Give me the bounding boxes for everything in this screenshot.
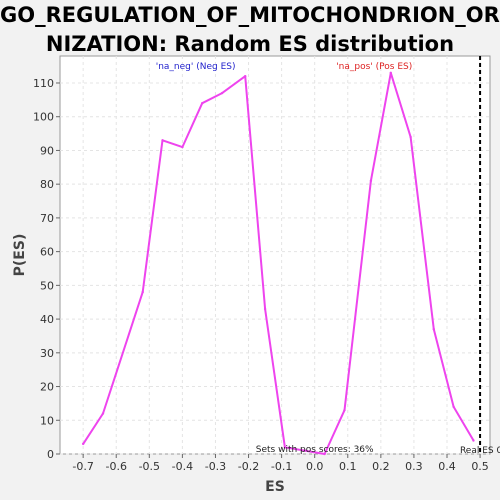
y-tick-label: 90 <box>40 144 54 157</box>
es-data-point <box>141 290 144 294</box>
legend-pos-es: 'na_pos' (Pos ES) <box>336 62 412 72</box>
real-es-label: Real ES 0 <box>460 446 500 456</box>
es-data-point <box>409 135 412 139</box>
es-data-point <box>452 405 455 408</box>
x-axis: -0.7 -0.6 -0.5 -0.4 -0.3 -0.2 -0.1 0.0 0.1 0.2 0.3… <box>72 454 489 473</box>
y-tick-label: 40 <box>40 313 54 326</box>
es-data-point <box>343 408 346 412</box>
plot-area <box>59 55 491 455</box>
chart-title-line-1: GO_REGULATION_OF_MITOCHONDRION_ORGA <box>0 3 500 27</box>
x-tick-label: 0.4 <box>438 460 456 473</box>
x-tick-label: 0.0 <box>306 460 324 473</box>
series-layer <box>81 71 475 456</box>
x-tick-label: 0.5 <box>471 460 489 473</box>
x-tick-label: -0.3 <box>205 460 226 473</box>
es-data-point <box>101 412 105 415</box>
x-tick-label: -0.5 <box>139 460 160 473</box>
x-tick-label: 0.2 <box>372 460 390 473</box>
y-tick-label: 10 <box>40 414 54 427</box>
es-data-point <box>303 449 306 452</box>
es-data-point <box>81 442 85 446</box>
x-tick-label: -0.1 <box>271 460 292 473</box>
es-data-point <box>161 139 164 142</box>
y-tick-label: 0 <box>47 448 54 461</box>
es-data-point <box>432 328 435 331</box>
es-data-point <box>283 446 287 449</box>
y-axis: 0 10 20 30 40 50 60 70 80 90 100 110 <box>33 77 60 461</box>
x-tick-label: -0.2 <box>238 460 259 473</box>
es-data-point <box>201 102 204 105</box>
y-tick-label: 80 <box>40 178 54 191</box>
y-tick-label: 100 <box>33 111 54 124</box>
es-data-point <box>181 145 184 149</box>
x-tick-label: -0.7 <box>72 460 93 473</box>
es-data-point <box>369 179 373 182</box>
chart-title-line-2: NIZATION: Random ES distribution <box>45 32 455 56</box>
chart-title: GO_REGULATION_OF_MITOCHONDRION_ORGA NIZA… <box>0 1 500 59</box>
y-axis-label: P(ES) <box>12 234 28 277</box>
es-data-point <box>220 91 224 95</box>
annotations: Real ES 0 'na_neg' (Neg ES) 'na_pos' (Pos … <box>156 56 500 456</box>
x-tick-label: 0.1 <box>339 460 357 473</box>
x-tick-label: 0.3 <box>405 460 423 473</box>
legend-neg-es: 'na_neg' (Neg ES) <box>156 62 236 72</box>
y-tick-label: 30 <box>40 347 54 360</box>
y-tick-label: 70 <box>40 212 54 225</box>
y-tick-label: 60 <box>40 246 54 259</box>
x-tick-label: -0.6 <box>105 460 126 473</box>
y-tick-label: 20 <box>40 381 54 394</box>
es-data-point <box>472 439 475 442</box>
x-tick-label: -0.4 <box>172 460 193 473</box>
x-axis-label: ES <box>265 479 285 495</box>
es-data-point <box>389 71 392 75</box>
es-data-point <box>244 75 247 78</box>
es-data-point <box>323 452 326 456</box>
es-data-point <box>263 307 267 311</box>
y-tick-label: 110 <box>33 77 54 90</box>
pos-scores-annotation: Sets with pos scores: 36% <box>256 445 374 455</box>
y-tick-label: 50 <box>40 279 54 292</box>
